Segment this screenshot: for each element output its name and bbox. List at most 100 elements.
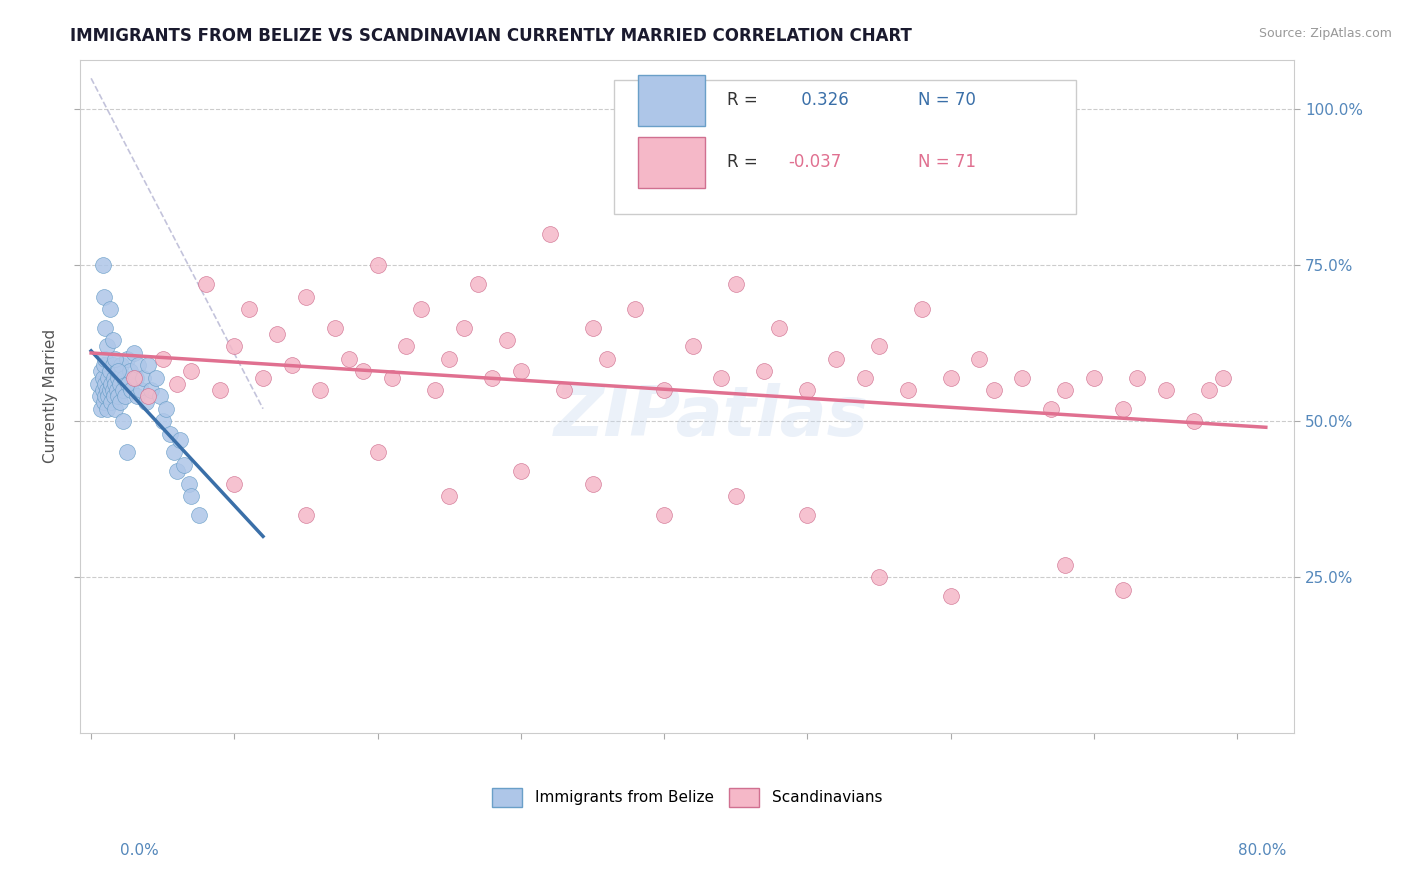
Point: [553, 383, 575, 397]
Point: [939, 370, 962, 384]
Point: [1083, 370, 1105, 384]
Point: [796, 508, 818, 522]
Point: [337, 351, 360, 366]
Point: [96, 339, 118, 353]
Point: [101, 333, 124, 347]
Point: [110, 358, 132, 372]
Point: [187, 508, 209, 522]
Point: [141, 383, 163, 397]
Point: [724, 489, 747, 503]
Text: -0.037: -0.037: [787, 153, 841, 171]
Point: [409, 301, 432, 316]
Point: [107, 389, 129, 403]
Point: [266, 326, 288, 341]
Point: [100, 376, 122, 391]
Point: [596, 351, 619, 366]
Point: [122, 370, 145, 384]
Point: [98, 301, 121, 316]
Point: [295, 289, 318, 303]
Point: [105, 364, 128, 378]
Point: [115, 445, 138, 459]
Point: [1111, 401, 1133, 416]
Point: [868, 339, 890, 353]
Point: [796, 383, 818, 397]
Point: [280, 358, 302, 372]
Point: [224, 339, 246, 353]
Point: [91, 370, 114, 384]
Point: [101, 383, 124, 397]
Point: [163, 445, 186, 459]
Point: [252, 370, 274, 384]
Text: IMMIGRANTS FROM BELIZE VS SCANDINAVIAN CURRENTLY MARRIED CORRELATION CHART: IMMIGRANTS FROM BELIZE VS SCANDINAVIAN C…: [70, 27, 912, 45]
Point: [1011, 370, 1033, 384]
Point: [120, 383, 142, 397]
Point: [710, 370, 733, 384]
Point: [439, 351, 461, 366]
Point: [145, 370, 167, 384]
Point: [138, 389, 160, 403]
Point: [104, 401, 127, 416]
Point: [1039, 401, 1062, 416]
Point: [94, 351, 117, 366]
Text: 0.0%: 0.0%: [120, 843, 159, 858]
Point: [107, 370, 129, 384]
FancyBboxPatch shape: [638, 137, 706, 187]
Point: [323, 320, 346, 334]
Point: [159, 426, 181, 441]
FancyBboxPatch shape: [638, 75, 706, 126]
Point: [439, 489, 461, 503]
Y-axis label: Currently Married: Currently Married: [44, 329, 58, 463]
Point: [624, 301, 647, 316]
Point: [152, 351, 174, 366]
Point: [768, 320, 790, 334]
Point: [495, 333, 517, 347]
Point: [98, 383, 121, 397]
Point: [90, 364, 112, 378]
Point: [91, 258, 114, 272]
Point: [138, 358, 160, 372]
Point: [1054, 383, 1077, 397]
Point: [98, 364, 121, 378]
Point: [112, 370, 135, 384]
Point: [94, 389, 117, 403]
Point: [224, 476, 246, 491]
Point: [105, 383, 128, 397]
Point: [467, 277, 489, 291]
Point: [129, 383, 152, 397]
Point: [367, 445, 389, 459]
Point: [104, 376, 127, 391]
Point: [104, 351, 127, 366]
Point: [93, 395, 115, 409]
Point: [939, 589, 962, 603]
Point: [118, 364, 141, 378]
Point: [93, 358, 115, 372]
Point: [395, 339, 418, 353]
Point: [983, 383, 1005, 397]
Point: [481, 370, 503, 384]
Point: [100, 395, 122, 409]
Point: [89, 389, 111, 403]
Point: [177, 476, 200, 491]
Point: [295, 508, 318, 522]
Point: [166, 376, 188, 391]
Point: [538, 227, 561, 242]
Text: R =: R =: [727, 91, 763, 110]
Point: [94, 320, 117, 334]
Point: [111, 414, 134, 428]
Point: [107, 364, 129, 378]
Point: [1212, 370, 1234, 384]
Point: [352, 364, 374, 378]
Point: [1054, 558, 1077, 572]
Point: [652, 508, 675, 522]
Point: [149, 389, 172, 403]
Point: [309, 383, 332, 397]
Point: [367, 258, 389, 272]
Point: [96, 383, 118, 397]
Point: [682, 339, 704, 353]
Point: [97, 370, 120, 384]
Point: [897, 383, 920, 397]
Point: [853, 370, 876, 384]
Point: [93, 289, 115, 303]
Point: [152, 414, 174, 428]
Point: [97, 389, 120, 403]
